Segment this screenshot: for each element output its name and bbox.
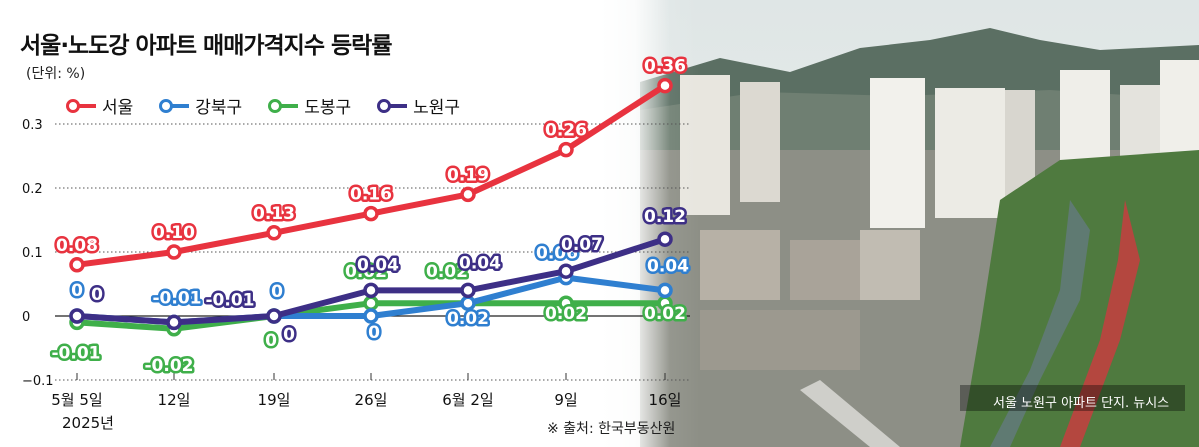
data-label-gangbuk: 0.04 (647, 256, 689, 276)
data-label-seoul: 0.26 (545, 121, 587, 141)
data-point-dobong (363, 295, 379, 311)
legend-item-gangbuk: 강북구 (159, 93, 242, 118)
data-point-nowon (166, 314, 182, 331)
data-point-nowon (266, 308, 282, 324)
data-label-nowon: 0.07 (561, 235, 603, 255)
data-point-gangbuk (363, 308, 379, 324)
x-tick-label: 19일 (258, 391, 291, 409)
chart-title: 서울·노도강 아파트 매매가격지수 등락률 (20, 33, 392, 59)
data-label-gangbuk: 0 (271, 282, 283, 302)
data-label-seoul: 0.13 (253, 204, 295, 224)
data-point-dobong (558, 295, 574, 311)
data-point-seoul (166, 244, 182, 260)
data-point-seoul (69, 257, 85, 273)
x-tick-label: 5월 5일 (51, 391, 102, 409)
data-label-gangbuk: 0.06 (536, 244, 578, 264)
photo-credit: 서울 노원구 아파트 단지. 뉴시스 (993, 396, 1170, 411)
x-tick-label: 26일 (355, 391, 388, 409)
data-label-dobong: 0.02 (644, 304, 686, 324)
data-point-gangbuk (460, 295, 476, 311)
data-label-dobong: -0.01 (52, 343, 101, 363)
data-point-seoul (558, 141, 574, 158)
data-point-nowon (460, 282, 476, 299)
x-tick-label: 6월 2일 (442, 391, 493, 409)
data-label-dobong: 0.02 (345, 262, 387, 282)
data-point-seoul (657, 77, 673, 94)
legend-swatch-dobong (268, 98, 299, 113)
legend-label-gangbuk: 강북구 (195, 98, 243, 118)
data-label-dobong: 0.02 (545, 304, 587, 324)
data-point-seoul (363, 205, 379, 222)
data-label-nowon: 0 (283, 325, 295, 345)
data-label-dobong: 0.02 (426, 262, 468, 282)
legend-swatch-nowon (377, 98, 408, 113)
data-label-seoul: 0.08 (56, 236, 98, 256)
data-label-nowon: 0.04 (357, 255, 399, 275)
data-point-nowon (558, 263, 574, 279)
data-label-dobong: 0 (265, 331, 277, 351)
x-tick-label: 9일 (554, 391, 577, 409)
data-label-seoul: 0.19 (447, 165, 489, 185)
legend-swatch-seoul (66, 98, 96, 113)
legend-item-dobong: 도봉구 (268, 93, 351, 118)
legend-label-seoul: 서울 (102, 98, 134, 118)
source-note: ※ 출처: 한국부동산원 (547, 421, 676, 437)
data-label-nowon: -0.01 (206, 290, 255, 310)
y-tick-label: 0 (22, 310, 30, 325)
data-label-gangbuk: 0 (71, 281, 83, 301)
y-tick-label: 0.3 (22, 118, 43, 133)
data-label-dobong: -0.02 (145, 356, 194, 376)
legend-item-seoul: 서울 (66, 93, 133, 118)
x-axis-year-label: 2025년 (62, 414, 114, 432)
data-label-gangbuk: 0 (368, 323, 380, 343)
data-label-seoul: 0.36 (644, 57, 686, 77)
data-label-nowon: 0.12 (644, 207, 686, 227)
data-point-seoul (460, 186, 476, 203)
data-label-gangbuk: -0.01 (153, 288, 202, 308)
data-label-seoul: 0.16 (350, 185, 392, 205)
data-point-nowon (657, 231, 673, 247)
data-label-nowon: 0 (91, 285, 103, 305)
legend-item-nowon: 노원구 (377, 93, 460, 118)
data-label-gangbuk: 0.02 (447, 309, 489, 329)
x-tick-label: 12일 (158, 391, 191, 409)
y-tick-label: 0.1 (22, 246, 43, 261)
data-point-nowon (363, 282, 379, 299)
data-point-gangbuk (657, 282, 673, 299)
data-label-nowon: 0.04 (459, 253, 501, 273)
data-label-seoul: 0.10 (153, 223, 195, 243)
y-tick-label: −0.1 (22, 374, 54, 389)
data-point-nowon (69, 308, 85, 324)
data-point-seoul (266, 225, 282, 241)
y-tick-label: 0.2 (22, 182, 43, 197)
x-tick-label: 16일 (649, 391, 682, 409)
legend-label-nowon: 노원구 (413, 98, 461, 118)
unit-label: (단위: %) (26, 66, 86, 82)
legend-swatch-gangbuk (159, 98, 190, 113)
legend: 서울 강북구 도봉구 노원구 (66, 93, 460, 118)
legend-label-dobong: 도봉구 (304, 98, 352, 118)
